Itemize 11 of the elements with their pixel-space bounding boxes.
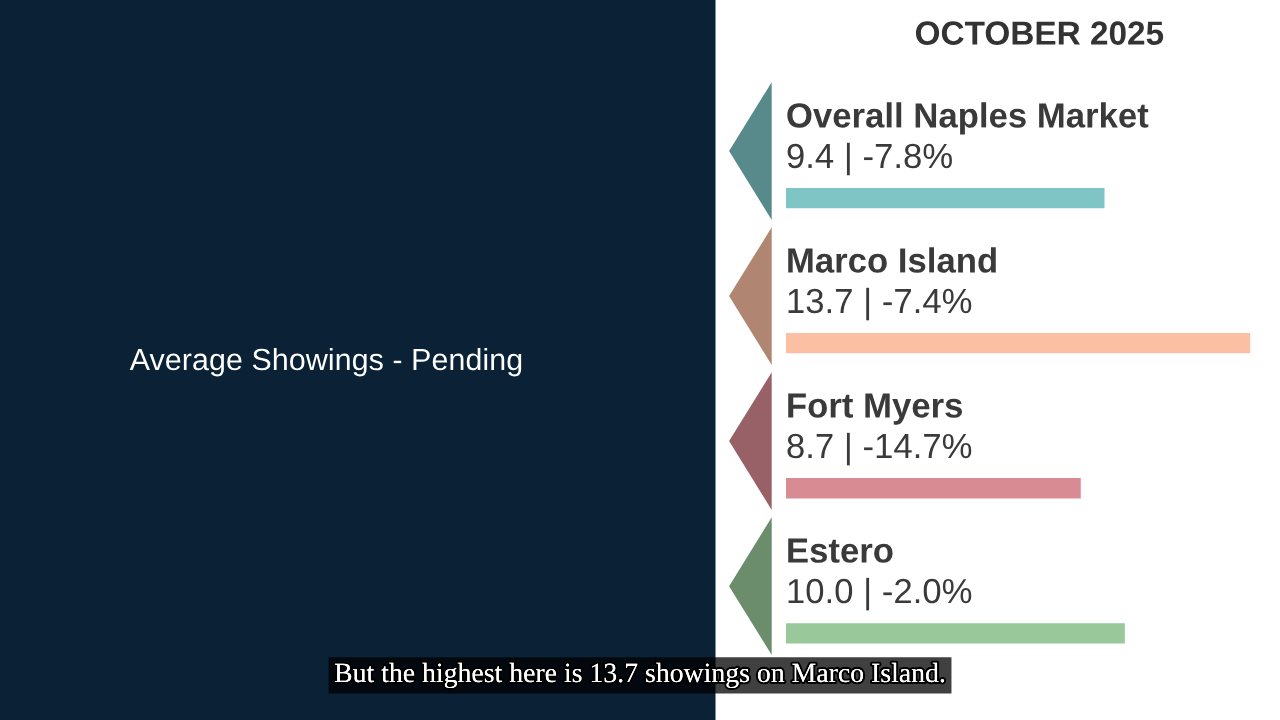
data-label: 13.7 | -7.4% bbox=[788, 287, 972, 321]
annotation: But the highest here is 13.7 showings on Marco Island. bbox=[334, 662, 945, 688]
y-tick-label: Marco Island bbox=[788, 247, 996, 273]
data-label: 8.7 | -14.7% bbox=[787, 432, 972, 466]
chart-subtitle: OCTOBER 2025 bbox=[915, 21, 1164, 45]
text: Average Showings - Pending bbox=[129, 347, 522, 377]
y-tick-label: Fort Myers bbox=[788, 393, 963, 425]
y-tick-label: Estero bbox=[788, 538, 893, 563]
data-label: 10.0 | -2.0% bbox=[788, 577, 972, 611]
y-tick-label: Overall Naples Market bbox=[787, 102, 1149, 135]
data-label: 9.4 | -7.8% bbox=[787, 142, 952, 176]
